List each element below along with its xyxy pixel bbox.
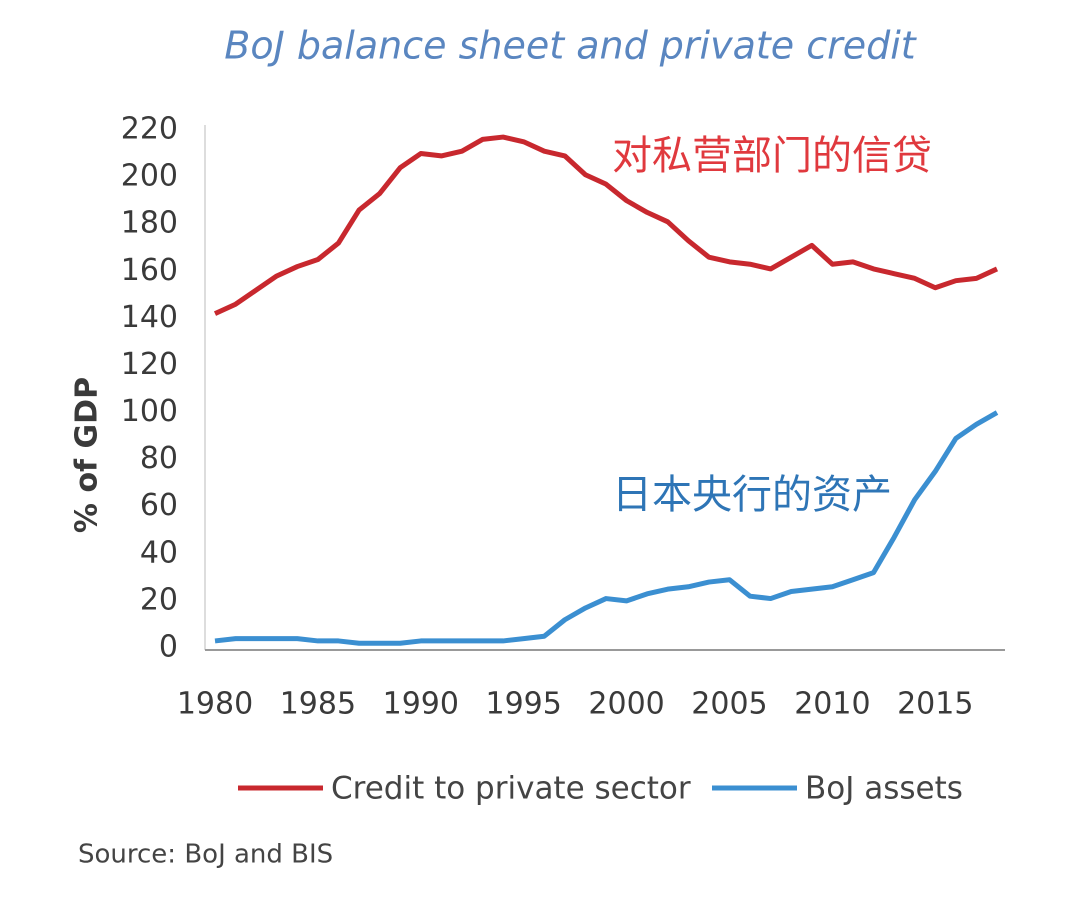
y-tick-label: 200	[121, 159, 178, 194]
y-tick-label: 180	[121, 206, 178, 241]
y-tick-label: 20	[140, 582, 178, 617]
x-tick-label: 1985	[280, 687, 356, 722]
y-axis-label: % of GDP	[70, 377, 105, 533]
x-tick-label: 2005	[691, 687, 767, 722]
data-line	[214, 410, 999, 646]
source: Source: BoJ and BIS	[78, 840, 333, 870]
chart-title: BoJ balance sheet and private credit	[224, 24, 917, 68]
x-tick-label: 2000	[588, 687, 664, 722]
y-tick-label: 220	[121, 112, 178, 147]
data-line	[213, 134, 999, 316]
x-tick-label: 1995	[486, 687, 562, 722]
y-tick-label: 140	[121, 300, 178, 335]
x-tick-label: 2015	[897, 687, 973, 722]
y-tick-label: 60	[140, 488, 178, 523]
x-tick-label: 1990	[383, 687, 459, 722]
y-tick-label: 100	[121, 394, 178, 429]
y-tick-label: 120	[121, 347, 178, 382]
x-tick-label: 1980	[177, 687, 253, 722]
y-tick-label: 80	[140, 441, 178, 476]
legend-label: Credit to private sector	[331, 771, 691, 807]
y-tick-label: 160	[121, 253, 178, 288]
annotation: 对私营部门的信贷	[612, 133, 932, 179]
y-tick-label: 0	[159, 630, 178, 665]
x-tick-label: 2010	[794, 687, 870, 722]
legend-label: BoJ assets	[805, 771, 963, 807]
annotation: 日本央行的资产	[612, 472, 892, 518]
y-tick-label: 40	[140, 535, 178, 570]
